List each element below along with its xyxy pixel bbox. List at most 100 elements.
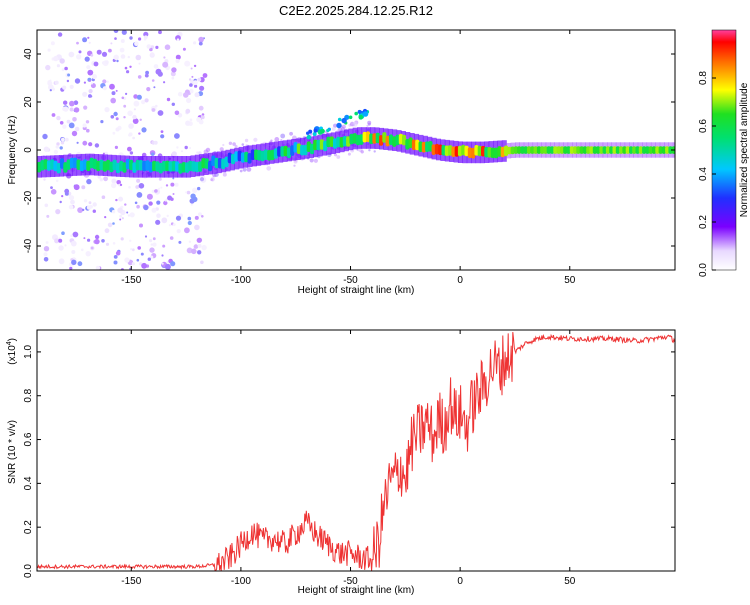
- spectrogram-speckle: [110, 97, 116, 104]
- spectrogram-speckle: [135, 185, 140, 189]
- spectrogram-speckle: [106, 80, 109, 83]
- spectrogram-spur-cell: [306, 131, 310, 135]
- spectrogram-ridge-cell: [194, 161, 199, 173]
- spectrogram-ridge-cell: [645, 146, 650, 154]
- spectrogram-speckle: [131, 248, 135, 252]
- spectrogram-speckle: [293, 164, 296, 167]
- spectrogram-speckle: [51, 113, 56, 117]
- spectrogram-speckle: [90, 53, 94, 57]
- spectrogram-speckle: [137, 246, 141, 250]
- spectrogram-speckle: [113, 260, 118, 265]
- spectrogram-speckle: [155, 104, 158, 108]
- spectrogram-ridge-cell: [303, 144, 308, 156]
- snr-x-label: Height of straight line (km): [298, 585, 415, 596]
- spectrogram-speckle: [61, 231, 65, 235]
- spectrogram-speckle: [117, 207, 123, 214]
- spectrogram-speckle: [198, 36, 204, 43]
- spectrogram-speckle: [45, 64, 51, 71]
- spectrogram-ridge-cell: [365, 131, 370, 142]
- spectrogram-speckle: [143, 204, 149, 211]
- colorbar: 0.0 0.2 0.4 0.6 0.8 Normalized spectral ampl…: [698, 29, 750, 277]
- spectrogram-speckle: [168, 224, 171, 227]
- spectrogram-speckle: [143, 37, 147, 41]
- spectrogram-ridge-cell: [510, 146, 515, 155]
- spectrogram-speckle: [105, 242, 110, 246]
- spectrogram-speckle: [239, 169, 243, 173]
- spectrogram-speckle: [161, 217, 168, 224]
- spectrogram-speckle: [169, 236, 174, 240]
- spectrogram-ridge-cell: [129, 159, 134, 171]
- spectrogram-speckle: [156, 200, 161, 205]
- spectrogram-speckle: [55, 179, 59, 183]
- spectrogram-speckle: [192, 196, 198, 202]
- spectrogram-speckle: [166, 214, 169, 218]
- spectrogram-speckle: [157, 71, 163, 77]
- spectrogram-speckle: [62, 100, 68, 105]
- spectrogram-speckle: [78, 50, 82, 54]
- spectrogram-speckle: [76, 54, 82, 60]
- spectrogram-speckle: [187, 220, 192, 226]
- spectrogram-speckle: [129, 36, 133, 40]
- spectrogram-speckle: [340, 126, 345, 131]
- spectrogram-speckle: [101, 239, 105, 243]
- spectrogram-speckle: [349, 121, 355, 127]
- spectrogram-speckle: [197, 77, 202, 82]
- spectrogram-ridge-cell: [471, 147, 476, 159]
- spectrogram-speckle: [110, 42, 113, 45]
- spectrogram-ridge-cell: [497, 146, 502, 157]
- spectrogram-ridge-cell: [382, 132, 387, 143]
- spectrogram-ridge-cell: [92, 158, 97, 170]
- spectrogram-speckle: [93, 61, 99, 67]
- spectrogram-speckle: [205, 147, 211, 153]
- spectrogram-ridge-cell: [211, 155, 216, 167]
- spectrogram-panel: -150 -100 -50 0 50 -40 -20 0 20 40 Height of str…: [7, 29, 676, 296]
- spectrogram-speckle: [140, 252, 144, 256]
- spectrogram-ridge-cell: [655, 146, 660, 154]
- spectrogram-spur-cell: [362, 111, 369, 117]
- spectrogram-speckle: [92, 202, 97, 207]
- spectrogram-speckle: [172, 177, 175, 180]
- spectrogram-speckle: [88, 79, 91, 82]
- snr-x-tick-label: -50: [343, 576, 358, 587]
- spectrogram-speckle: [55, 145, 59, 149]
- spectrogram-speckle: [72, 231, 79, 238]
- spectrogram-ridge-cell: [142, 160, 147, 172]
- spectrogram-ridge-cell: [408, 137, 413, 148]
- spectrogram-speckle: [70, 234, 73, 237]
- spectrogram-ridge-cell: [224, 156, 229, 168]
- spectrogram-speckle: [352, 121, 358, 127]
- spectrogram-ridge-cell: [89, 157, 94, 169]
- spectrogram-ridge-cell: [329, 136, 334, 147]
- spectrogram-speckle: [101, 51, 108, 57]
- spectrogram-speckle: [69, 107, 74, 112]
- spectrogram-ridge-cell: [553, 146, 558, 154]
- spectrogram-speckle: [131, 262, 135, 266]
- spectrogram-ridge-cell: [441, 144, 446, 156]
- spectrogram-ridge-cell: [240, 152, 245, 163]
- spectrogram-speckle: [166, 97, 171, 102]
- spectrogram-speckle: [102, 152, 105, 155]
- spectrogram-speckle: [174, 133, 180, 139]
- spectrogram-ridge-cell: [513, 146, 518, 154]
- spectrogram-speckle: [367, 122, 371, 126]
- spectrogram-y-label: Frequency (Hz): [7, 116, 18, 185]
- spectrogram-ridge-cell: [323, 140, 328, 152]
- spectrogram-speckle: [55, 209, 61, 215]
- spectrogram-speckle: [151, 189, 155, 193]
- spectrogram-ridge-cell: [402, 134, 407, 146]
- spectrogram-ridge-cell: [556, 146, 561, 154]
- spectrogram-ridge-cell: [50, 159, 55, 170]
- spectrogram-speckle: [100, 120, 104, 124]
- spectrogram-speckle: [170, 261, 176, 267]
- spectrogram-ridge-cell: [175, 161, 180, 172]
- spectrogram-speckle: [175, 58, 180, 64]
- spectrogram-speckle: [126, 211, 129, 214]
- spectrogram-ridge-cell: [520, 146, 525, 154]
- spectrogram-ridge-cell: [319, 139, 324, 150]
- spectrogram-speckle: [152, 242, 157, 247]
- spectrogram-speckle: [74, 126, 80, 132]
- spectrogram-ridge-cell: [296, 143, 301, 154]
- spectrogram-speckle: [158, 177, 162, 181]
- spectrogram-ridge-cell: [138, 160, 143, 171]
- spectrogram-ridge-cell: [168, 161, 173, 172]
